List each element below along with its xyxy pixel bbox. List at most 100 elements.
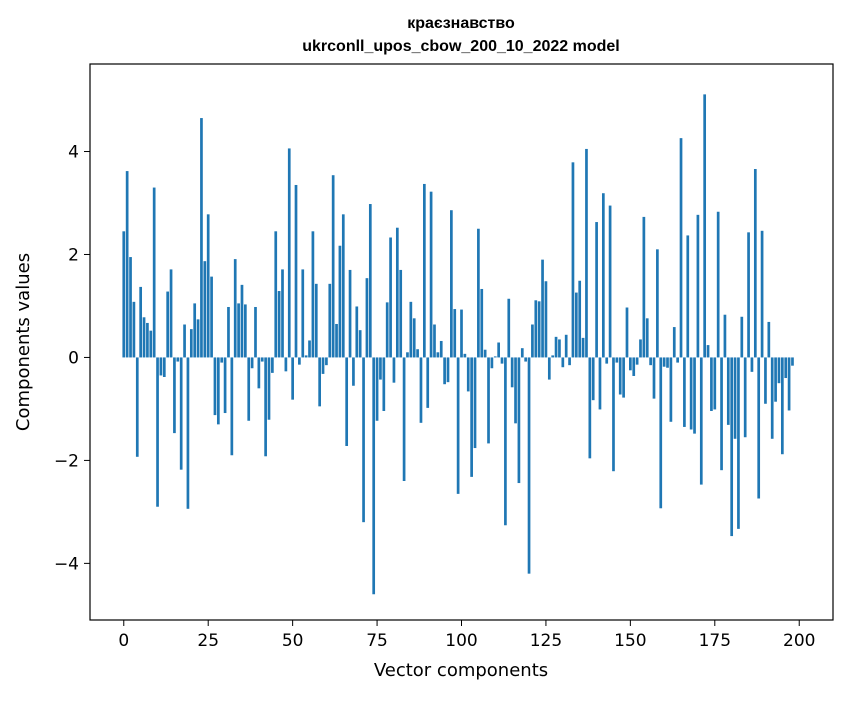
bar-162 [669,357,673,422]
bar-191 [767,321,771,358]
y-tick-label: 0 [68,348,79,368]
bar-163 [672,327,676,358]
bar-93 [436,352,440,358]
bar-57 [314,283,318,358]
bar-122 [534,300,538,358]
bar-22 [196,319,200,358]
bar-144 [608,205,612,358]
bar-26 [210,276,213,358]
bar-82 [399,269,403,358]
bar-85 [409,301,413,358]
bar-196 [784,357,788,379]
bar-11 [159,357,163,376]
x-tick-label: 125 [530,631,562,651]
bar-182 [737,357,740,529]
bar-180 [730,357,734,537]
bar-1 [125,171,129,358]
bar-33 [233,259,237,358]
bar-50 [291,357,294,400]
bar-133 [571,162,575,358]
bar-38 [250,357,254,369]
bar-97 [450,210,453,358]
bar-4 [135,357,139,457]
bar-148 [622,357,625,398]
bar-43 [267,357,271,420]
bar-168 [689,357,693,430]
bar-177 [720,357,723,471]
bar-195 [780,357,784,455]
bar-90 [426,357,430,408]
bar-129 [558,339,561,358]
bar-66 [345,357,349,446]
bar-61 [328,283,332,358]
bar-44 [271,357,274,373]
bar-154 [642,216,646,358]
bar-117 [517,357,521,484]
bar-13 [166,291,170,358]
bar-18 [183,324,186,358]
bar-7 [146,322,149,358]
bar-102 [466,357,470,392]
bar-88 [419,357,423,423]
bar-40 [257,357,261,389]
bar-41 [260,357,264,362]
bar-105 [477,228,480,358]
bar-94 [439,340,443,358]
bar-15 [173,357,176,434]
bar-146 [615,357,619,363]
y-tick-label: −4 [54,554,79,574]
bar-139 [591,357,595,401]
bar-188 [757,357,761,499]
bar-159 [659,357,663,509]
bar-46 [277,291,281,358]
bar-89 [423,183,426,358]
bar-77 [382,357,386,411]
bar-49 [287,148,291,358]
bar-73 [368,204,372,358]
bar-106 [480,288,484,358]
bar-95 [443,357,446,385]
bar-0 [122,231,126,358]
bar-110 [493,356,497,358]
bar-158 [656,249,659,358]
bar-3 [132,301,136,358]
bar-9 [152,187,156,358]
x-tick-label: 100 [445,631,477,651]
bar-187 [753,169,757,358]
bar-183 [740,316,744,358]
bar-124 [541,259,544,358]
bar-27 [213,357,217,416]
x-axis-label: Vector components [374,660,548,681]
bar-30 [223,357,227,414]
bar-51 [294,184,298,358]
bar-17 [179,357,183,470]
bar-127 [551,355,555,358]
bar-134 [574,292,578,358]
bars-group [122,94,794,595]
chart-title-line2: ukrconll_upos_cbow_200_10_2022 model [302,38,619,55]
bar-47 [281,269,284,358]
bar-45 [274,231,278,358]
y-axis-label: Components values [13,253,34,431]
bar-128 [554,336,558,358]
x-tick-label: 25 [197,631,219,651]
bar-166 [683,357,686,427]
x-axis-ticks: 0 25 50 75 100 125 150 175 200 [118,620,815,651]
bar-10 [156,357,159,507]
bar-19 [186,357,190,509]
bar-174 [710,357,713,411]
bar-76 [379,357,382,380]
bar-113 [504,357,507,526]
bar-8 [149,330,153,358]
bar-192 [770,357,774,439]
bar-155 [645,318,649,358]
bar-99 [456,357,460,494]
bar-6 [142,317,146,358]
bar-75 [375,357,379,421]
bar-130 [561,357,565,368]
bar-100 [460,309,463,358]
bar-125 [544,281,548,358]
bar-29 [220,357,224,363]
bar-167 [686,235,690,358]
bar-24 [203,261,207,358]
